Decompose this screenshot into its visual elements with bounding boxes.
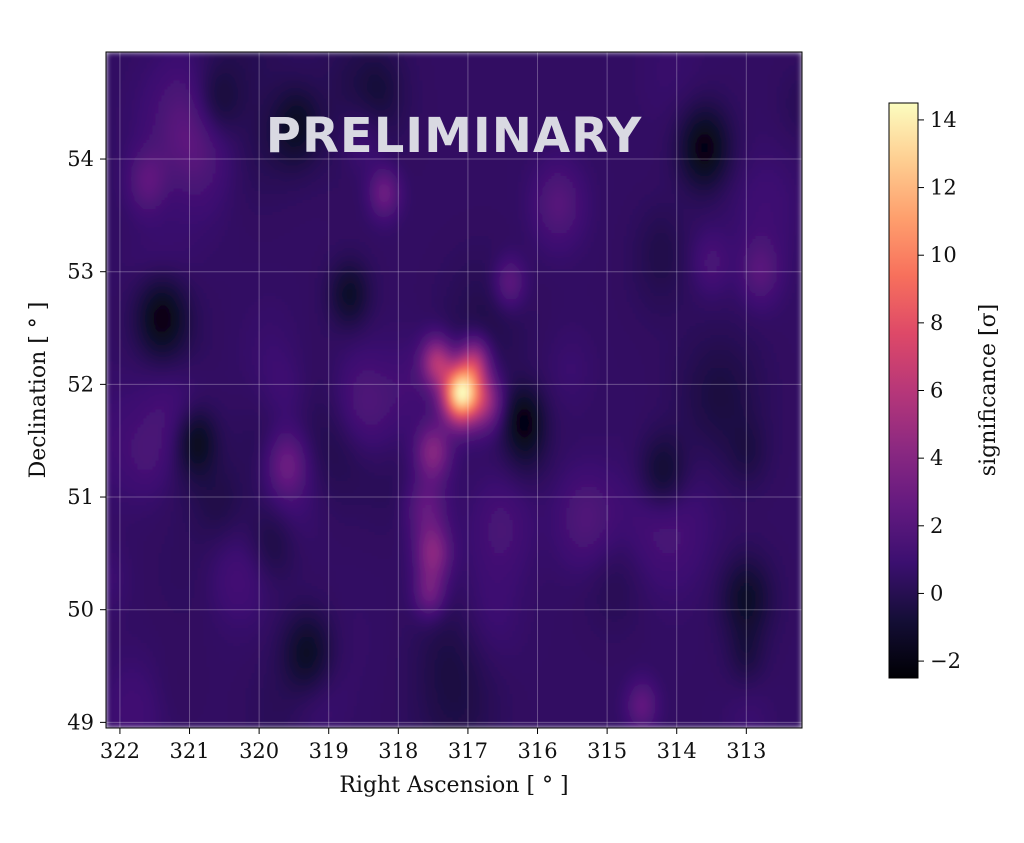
x-axis-label: Right Ascension [ ° ] (339, 773, 568, 798)
colorbar: −2 0 2 4 6 8 10 12 14 significance [σ] (888, 102, 1001, 679)
x-tick-label: 317 (448, 739, 488, 763)
colorbar-ticks: −2 0 2 4 6 8 10 12 14 (918, 108, 961, 673)
x-tick-label: 313 (726, 739, 766, 763)
x-tick-label: 315 (587, 739, 627, 763)
colorbar-tick-label: −2 (930, 649, 961, 673)
colorbar-tick-label: 6 (930, 379, 943, 403)
colorbar-tick-label: 10 (930, 243, 957, 267)
grid (106, 52, 802, 728)
y-tick-label: 52 (67, 372, 94, 396)
x-tick-label: 322 (100, 739, 140, 763)
colorbar-tick-label: 0 (930, 581, 943, 605)
colorbar-label: significance [σ] (976, 304, 1001, 476)
x-tick-label: 320 (239, 739, 279, 763)
colorbar-tick-label: 8 (930, 311, 943, 335)
x-tick-label: 316 (517, 739, 557, 763)
colorbar-tick-label: 14 (930, 108, 957, 132)
heatmap-image (106, 52, 802, 728)
y-tick-label: 49 (67, 710, 94, 734)
y-axis-label: Declination [ ° ] (26, 302, 51, 479)
plot-frame (105, 51, 803, 729)
y-tick-label: 50 (67, 598, 94, 622)
x-axis: 322 321 320 319 318 317 316 315 314 313 (100, 728, 766, 763)
colorbar-tick-label: 4 (930, 446, 943, 470)
x-tick-label: 314 (657, 739, 697, 763)
x-tick-label: 321 (169, 739, 209, 763)
colorbar-tick-label: 2 (930, 514, 943, 538)
x-tick-label: 319 (309, 739, 349, 763)
y-tick-label: 53 (67, 260, 94, 284)
colorbar-tick-label: 12 (930, 176, 957, 200)
y-tick-label: 51 (67, 485, 94, 509)
heatmap (106, 52, 802, 728)
x-tick-label: 318 (378, 739, 418, 763)
preliminary-watermark: PRELIMINARY (266, 108, 643, 164)
colorbar-gradient (888, 102, 919, 679)
y-tick-label: 54 (67, 147, 94, 171)
y-axis: 49 50 51 52 53 54 (67, 147, 106, 734)
